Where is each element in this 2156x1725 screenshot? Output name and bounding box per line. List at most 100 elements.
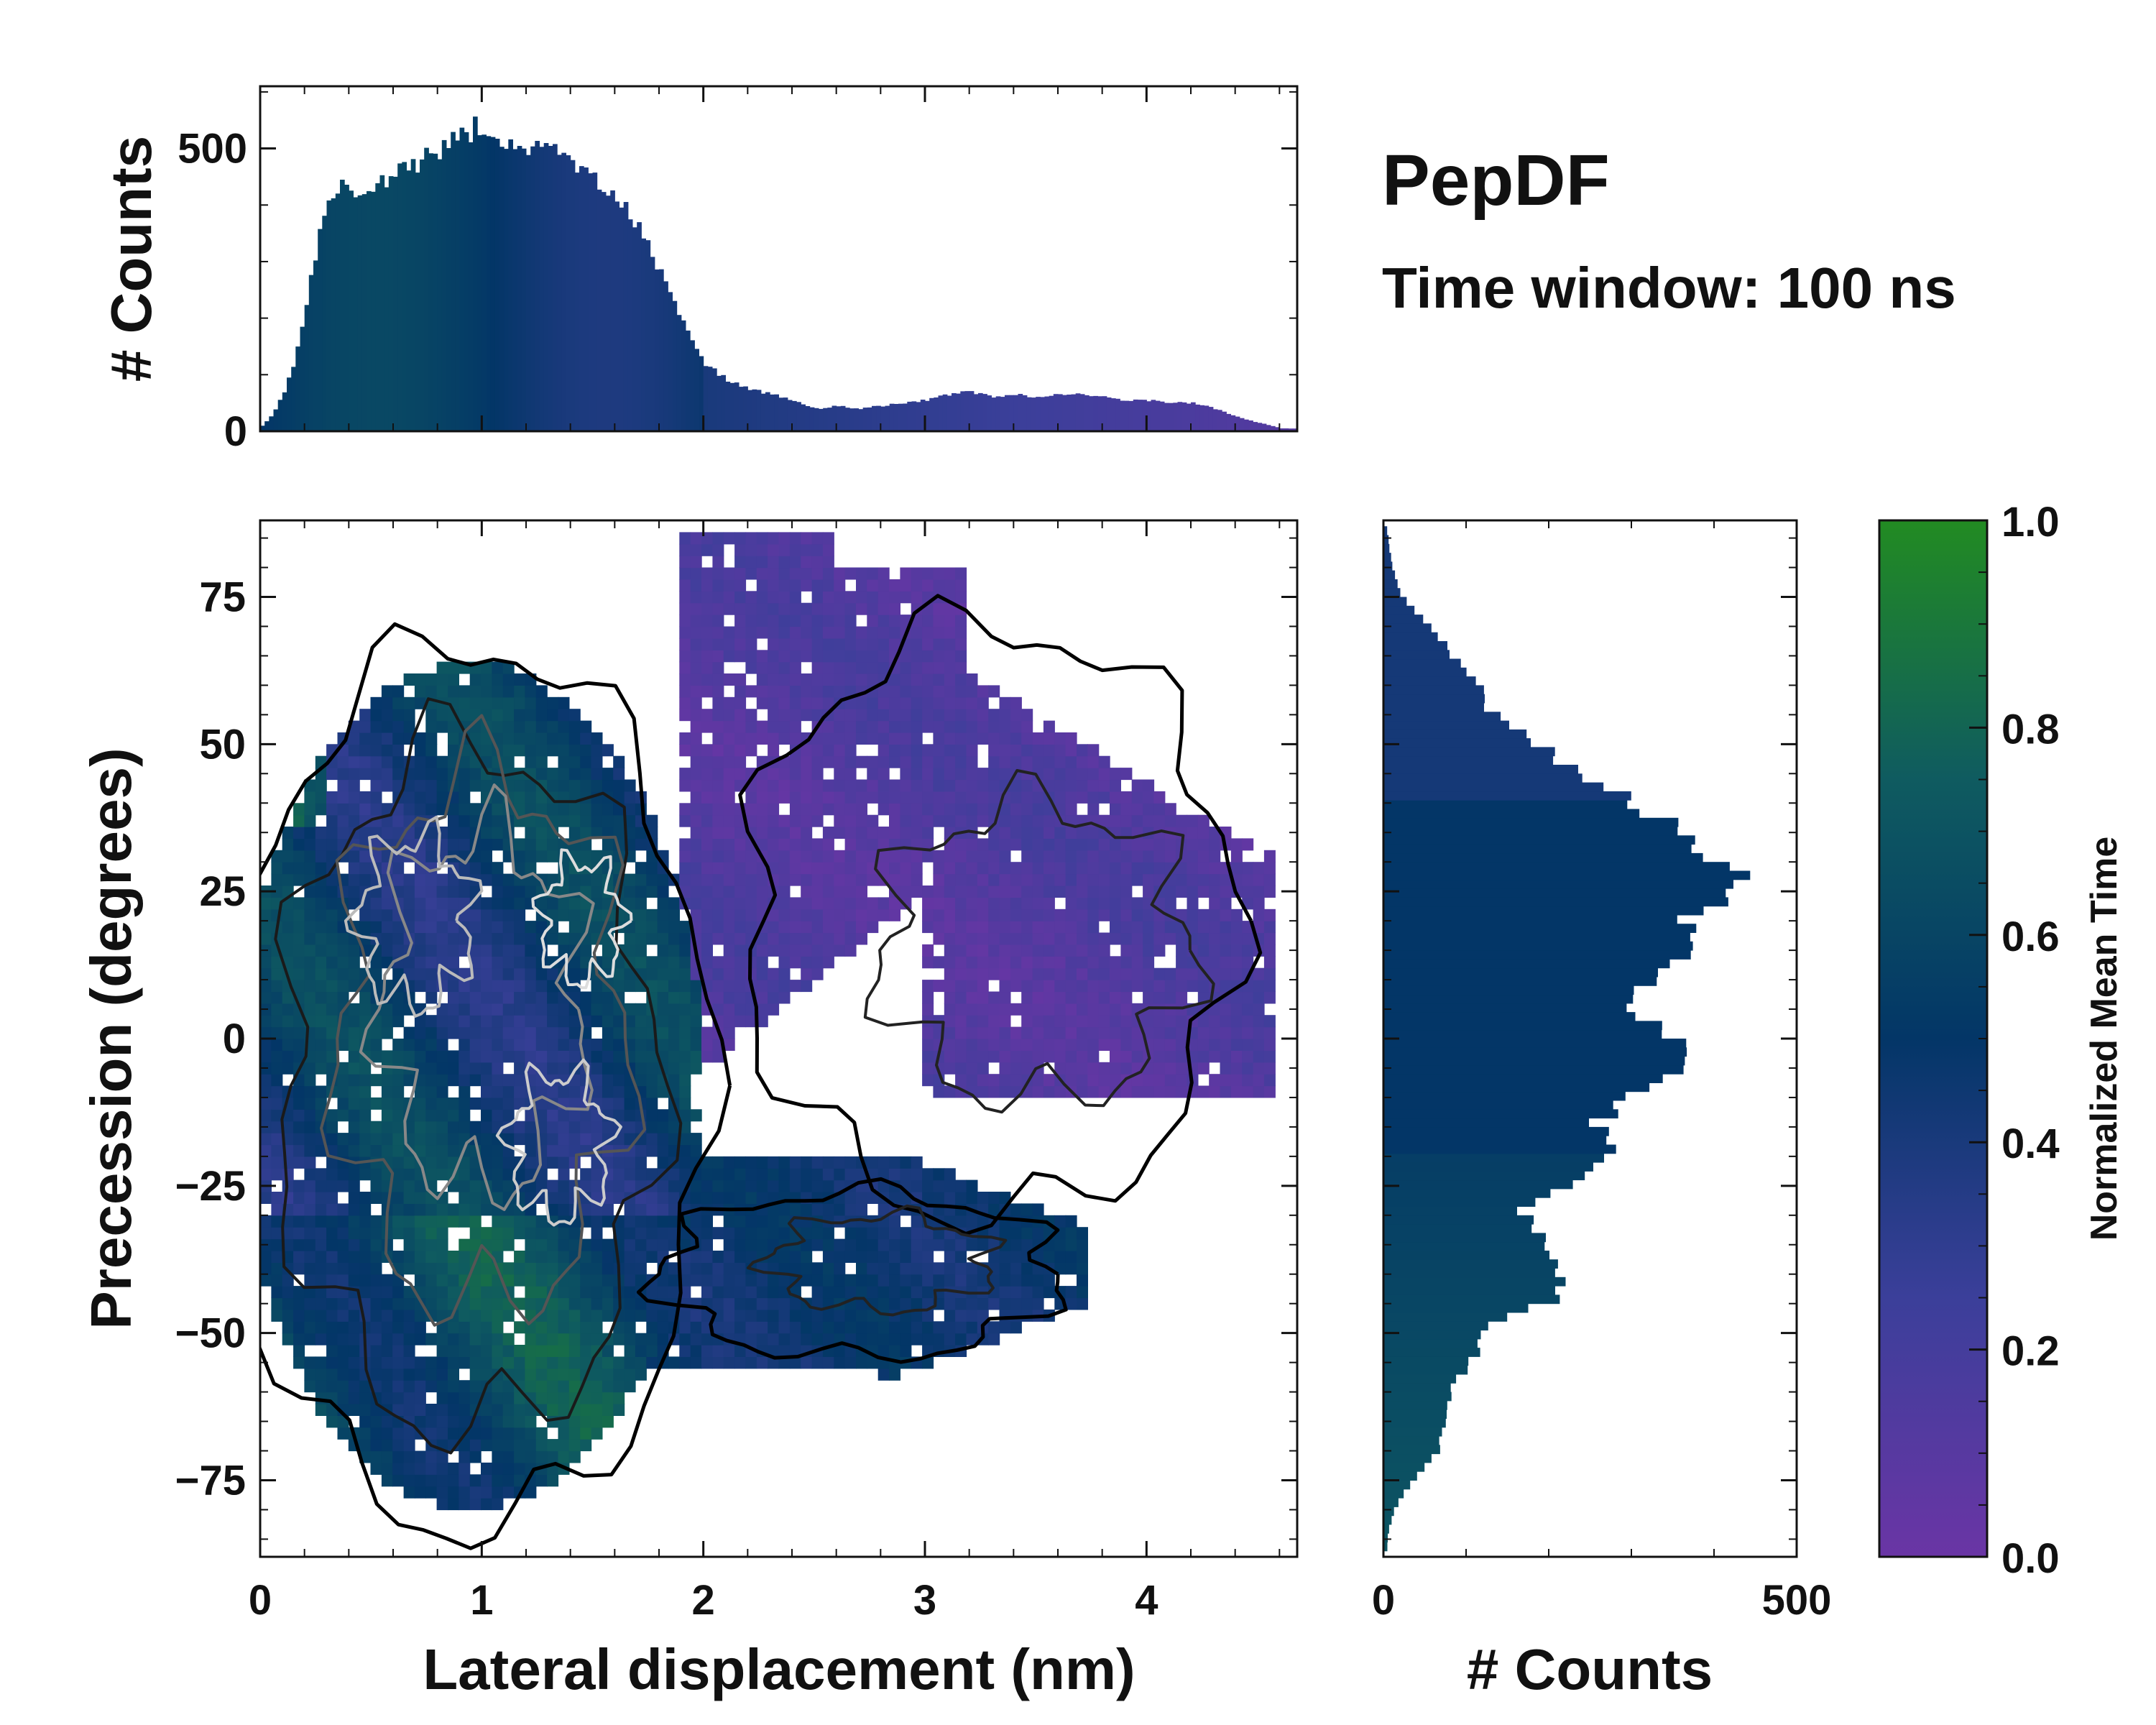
heatmap-cell [1230, 1026, 1243, 1039]
heatmap-cell [955, 768, 967, 781]
heatmap-cell [877, 579, 890, 592]
heatmap-cell [1077, 755, 1088, 768]
heatmap-cell [822, 944, 834, 957]
heatmap-cell [568, 1097, 581, 1110]
heatmap-cell [646, 908, 658, 921]
heatmap-cell [326, 1192, 338, 1204]
heatmap-cell [889, 755, 900, 768]
heatmap-cell [977, 886, 989, 898]
heatmap-cell [558, 1368, 570, 1381]
heatmap-cell [657, 1227, 669, 1240]
heatmap-cell [535, 1026, 548, 1039]
heatmap-cell [459, 709, 471, 722]
heatmap-cell [481, 1109, 492, 1122]
heatmap-cell [403, 791, 415, 804]
heatmap-cell [315, 838, 327, 851]
heatmap-cell [381, 827, 393, 839]
heatmap-cell [966, 1192, 978, 1204]
heatmap-cell [348, 1227, 360, 1240]
heatmap-cell [999, 1297, 1011, 1310]
heatmap-cell [768, 696, 780, 709]
top-histogram-bar [929, 397, 934, 431]
heatmap-cell [1087, 908, 1100, 921]
heatmap-cell [745, 1356, 757, 1369]
heatmap-cell [469, 1274, 482, 1287]
heatmap-cell [966, 1215, 978, 1228]
heatmap-cell [1010, 873, 1022, 886]
heatmap-cell [690, 638, 702, 650]
heatmap-cell [1043, 1039, 1055, 1051]
heatmap-cell [580, 814, 592, 827]
heatmap-cell [425, 685, 438, 698]
heatmap-cell [1230, 1039, 1243, 1051]
heatmap-cell [326, 980, 338, 993]
heatmap-cell [789, 932, 801, 945]
heatmap-cell [547, 744, 559, 757]
top-histogram-bars [260, 116, 1298, 432]
heatmap-cell [1077, 744, 1088, 757]
heatmap-cell [502, 886, 515, 898]
heatmap-cell [271, 1192, 283, 1204]
top-histogram-bar [956, 393, 961, 431]
heatmap-cell [304, 1203, 316, 1216]
heatmap-cell [933, 1085, 945, 1098]
heatmap-cell [436, 1121, 448, 1133]
heatmap-cell [635, 1062, 647, 1075]
heatmap-cell [734, 755, 747, 768]
heatmap-cell [414, 1015, 426, 1028]
heatmap-cell [381, 732, 393, 745]
heatmap-cell [525, 1109, 537, 1122]
top-histogram-bar [862, 408, 868, 431]
heatmap-cell [481, 1356, 492, 1369]
heatmap-cell [359, 755, 372, 768]
heatmap-cell [315, 1274, 327, 1287]
heatmap-cell [1054, 744, 1067, 757]
heatmap-cell [525, 1286, 537, 1299]
heatmap-cell [425, 720, 438, 733]
heatmap-cell [679, 991, 691, 1004]
heatmap-cell [1209, 908, 1221, 921]
heatmap-cell [403, 908, 415, 921]
heatmap-cell [657, 1321, 669, 1334]
heatmap-cell [315, 1238, 327, 1251]
heatmap-cell [1242, 1015, 1254, 1028]
heatmap-cell [271, 1133, 283, 1146]
heatmap-cell [481, 1333, 492, 1346]
heatmap-cell [514, 1262, 526, 1275]
top-histogram-bar [371, 191, 376, 431]
heatmap-cell [414, 1109, 426, 1122]
heatmap-cell [690, 1262, 702, 1275]
heatmap-cell [1087, 967, 1100, 980]
heatmap-cell [977, 1003, 989, 1016]
heatmap-cell [1153, 803, 1166, 816]
heatmap-cell [436, 1474, 448, 1487]
heatmap-cell [756, 673, 768, 686]
heatmap-cell [768, 1297, 780, 1310]
top-histogram-bar [1120, 400, 1125, 431]
heatmap-cell [260, 980, 272, 993]
heatmap-cell [723, 532, 735, 545]
heatmap-cell [448, 1498, 459, 1511]
heatmap-cell [844, 720, 857, 733]
heatmap-cell [933, 1321, 945, 1334]
heatmap-cell [568, 921, 581, 934]
heatmap-cell [370, 755, 382, 768]
heatmap-cell [1043, 827, 1055, 839]
heatmap-cell [1110, 1050, 1121, 1063]
top-histogram-bar [854, 408, 859, 431]
heatmap-cell [1220, 908, 1232, 921]
heatmap-cell [922, 1026, 934, 1039]
heatmap-cell [381, 1015, 393, 1028]
heatmap-cell [668, 908, 680, 921]
heatmap-cell [481, 1203, 492, 1216]
heatmap-cell [502, 1462, 515, 1475]
heatmap-cell [481, 1085, 492, 1098]
heatmap-cell [955, 814, 967, 827]
heatmap-cell [690, 1321, 702, 1334]
heatmap-cell [889, 1156, 900, 1169]
heatmap-cell [293, 944, 305, 957]
main-ylabel: Precession (degrees) [79, 748, 143, 1329]
heatmap-cell [1110, 980, 1121, 993]
heatmap-cell [768, 944, 780, 957]
heatmap-cell [701, 1039, 713, 1051]
